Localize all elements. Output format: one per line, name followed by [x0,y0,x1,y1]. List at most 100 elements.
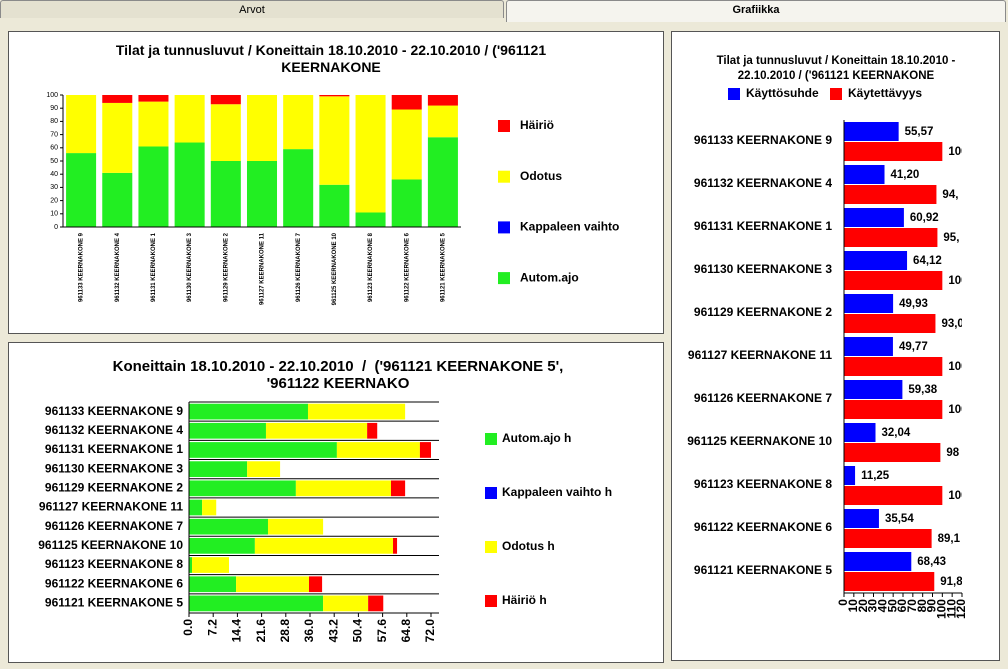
y-tick-label: 961126 KEERNAKONE 7 [45,519,183,533]
chart-title: Koneittain 18.10.2010 - 22.10.2010 / ('9… [112,358,568,392]
bar-segment [189,537,255,554]
bar [844,185,937,204]
y-tick-label: 961121 KEERNAKONE 5 [45,596,183,610]
y-tick-label: 90 [50,105,58,112]
bar-segment [189,403,308,420]
value-label: 60,92 [910,212,939,224]
value-label: 49,93 [899,298,928,310]
tab-active[interactable]: Grafiikka [506,0,1006,22]
value-label: 32,04 [882,427,911,439]
bar-segment [189,595,324,612]
bar-segment [391,109,422,180]
bar [844,294,894,313]
y-tick-label: 961131 KEERNAKONE 1 [45,442,183,456]
bar [844,357,943,376]
value-label: 95, [943,232,959,244]
value-label: 49,77 [899,341,928,353]
tab[interactable]: Arvot [0,0,504,18]
bar-segment [323,595,369,612]
x-tick-label: 10 [846,599,860,613]
bar [844,165,885,184]
bar-segment [192,557,229,573]
y-tick-label: 60 [50,145,58,152]
x-tick-label: 30 [866,599,880,613]
legend-label: Kappaleen vaihto h [502,485,612,499]
bar-segment [319,95,350,97]
x-tick-label: 50.4 [351,619,365,643]
y-tick-label: 961132 KEERNAKONE 4 [45,423,183,437]
legend-swatch [485,433,497,445]
y-tick-label: 961131 KEERNAKONE 1 [694,219,832,233]
legend-swatch [498,120,510,132]
bar-segment [202,499,217,516]
bar [844,142,943,161]
y-tick-label: 961130 KEERNAKONE 3 [45,461,183,475]
bar-segment [267,518,324,535]
x-tick-label: 961122 KEERNAKONE 6 [404,232,410,302]
y-tick-label: 961122 KEERNAKONE 6 [45,576,183,590]
y-tick-label: 961133 KEERNAKONE 9 [45,404,183,418]
chart: 0 10 20 30 40 50 60 70 80 90 100 961133 KEERNAKONE … [46,92,619,306]
value-label: 94, [942,189,958,201]
bar [844,466,856,485]
value-label: 100 [948,146,967,158]
bar [844,314,936,333]
bar-segment [210,95,241,105]
value-label: 100 [948,490,967,502]
value-label: 68,43 [917,556,946,568]
legend-label: Autom.ajo h [502,431,571,445]
x-tick-label: 961121 KEERNAKONE 5 [440,232,446,302]
bar-segment [368,595,384,612]
bar [844,443,941,462]
x-tick-label: 961133 KEERNAKONE 9 [79,232,85,302]
y-tick-label: 70 [50,131,58,138]
x-tick-label: 961132 KEERNAKONE 4 [115,232,121,302]
bar [844,208,904,227]
legend-swatch [498,170,510,183]
bar-segment [391,480,406,497]
x-tick-label: 40 [876,599,890,613]
y-tick-label: 961125 KEERNAKONE 10 [38,538,183,552]
bar-segment [102,172,133,227]
x-tick-label: 64.8 [399,619,413,643]
y-tick-label: 961123 KEERNAKONE 8 [45,557,183,571]
bar-segment [189,422,266,439]
value-label: 11,25 [861,470,890,482]
bar-segment [102,102,133,173]
x-tick-label: 90 [925,599,939,613]
x-tick-label: 961127 KEERNAKONE 11 [260,232,266,305]
bar-segment [295,480,392,497]
x-tick-label: 21.6 [254,619,268,643]
bar-segment [246,95,278,161]
bar-segment [189,518,268,535]
bar-segment [355,95,386,213]
bar-segment [189,557,193,573]
y-tick-label: 20 [50,197,58,204]
bar-segment [210,161,241,227]
bar-segment [265,422,368,439]
x-tick-label: 961130 KEERNAKONE 3 [187,232,193,302]
bar-segment [189,442,337,458]
x-tick-label: 120 [954,599,968,619]
bar-segment [174,142,205,227]
x-tick-label: 961125 KEERNAKONE 10 [332,232,338,305]
value-label: 41,20 [891,169,920,181]
y-tick-label: 961133 KEERNAKONE 9 [694,133,832,147]
bar-segment [367,422,378,439]
x-tick-label: 20 [856,599,870,613]
value-label: 93,0 [941,318,963,330]
x-tick-label: 961123 KEERNAKONE 8 [368,232,374,302]
x-tick-label: 80 [915,599,929,613]
bar [844,380,903,399]
value-label: 64,12 [913,255,942,267]
y-tick-label: 961132 KEERNAKONE 4 [694,176,832,190]
legend-label: Odotus h [502,539,555,553]
y-tick-label: 100 [46,92,58,99]
y-tick-label: 0 [54,224,58,231]
x-tick-label: 961126 KEERNAKONE 7 [296,232,302,302]
y-tick-label: 961123 KEERNAKONE 8 [694,477,832,491]
legend-label: Kappaleen vaihto [520,220,619,234]
legend-label: Autom.ajo [520,270,579,284]
legend-swatch [485,487,497,499]
chart: 55,57 100 41,20 94,60,92 95,64,12 100 49,93 93,… [687,86,968,619]
